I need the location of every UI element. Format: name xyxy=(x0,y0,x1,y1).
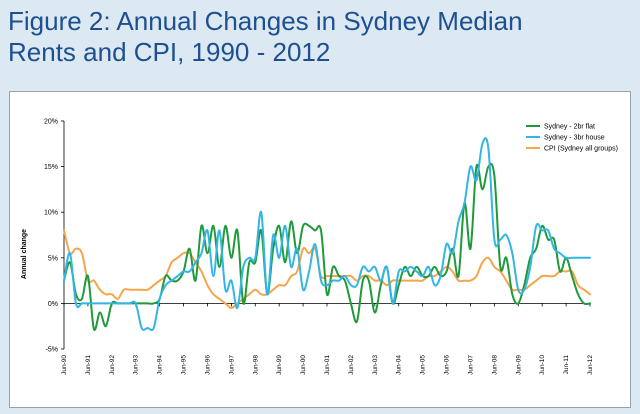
x-tick-label: Jun-90 xyxy=(61,355,68,375)
y-tick-label: -5% xyxy=(46,347,58,354)
x-tick-label: Jun-92 xyxy=(109,355,116,375)
title-line-1: Figure 2: Annual Changes in Sydney Media… xyxy=(8,6,523,36)
x-tick-label: Jun-96 xyxy=(204,355,211,375)
y-tick-label: 15% xyxy=(44,164,58,171)
x-tick-label: Jun-95 xyxy=(181,355,188,375)
legend-label: CPI (Sydney all groups) xyxy=(544,146,618,153)
x-tick-label: Jun-91 xyxy=(85,355,92,375)
x-tick-label: Jun-98 xyxy=(252,355,259,375)
series-line-cpi-sydney-all-groups xyxy=(63,229,591,309)
series-line-sydney-2br-flat xyxy=(63,163,591,331)
legend-label: Sydney - 3br house xyxy=(544,135,605,142)
x-tick-label: Jun-02 xyxy=(348,355,355,375)
x-tick-label: Jun-01 xyxy=(324,355,331,375)
page-title: Figure 2: Annual Changes in Sydney Media… xyxy=(8,6,628,68)
x-tick-label: Jun-93 xyxy=(133,355,140,375)
y-tick-label: 0% xyxy=(48,301,58,308)
x-tick-label: Jun-04 xyxy=(396,355,403,375)
x-tick-label: Jun-07 xyxy=(467,355,474,375)
x-tick-label: Jun-94 xyxy=(157,355,164,375)
x-tick-label: Jun-11 xyxy=(563,355,570,375)
x-tick-label: Jun-05 xyxy=(420,355,427,375)
series-line-sydney-3br-house xyxy=(63,137,591,332)
chart-frame: 20% 15% 10% 5% 0% -5% Jun-90 Jun-91 Jun-92 Jun-93… xyxy=(9,91,631,408)
x-tick-label: Jun-10 xyxy=(539,355,546,375)
y-tick-label: 20% xyxy=(44,119,58,126)
y-tick-label: 5% xyxy=(48,255,58,262)
x-tick-label: Jun-12 xyxy=(587,355,594,375)
x-tick-label: Jun-08 xyxy=(491,355,498,375)
x-tick-label: Jun-97 xyxy=(228,355,235,375)
x-tick-label: Jun-99 xyxy=(276,355,283,375)
legend-label: Sydney - 2br flat xyxy=(544,124,595,131)
series-group xyxy=(63,137,591,332)
title-line-2: Rents and CPI, 1990 - 2012 xyxy=(8,37,331,67)
y-tick-label: 10% xyxy=(44,210,58,217)
legend: Sydney - 2br flat Sydney - 3br house CPI (… xyxy=(526,124,618,153)
x-tick-label: Jun-03 xyxy=(372,355,379,375)
x-tick-label: Jun-00 xyxy=(300,355,307,375)
x-tick-label: Jun-06 xyxy=(444,355,451,375)
line-chart: 20% 15% 10% 5% 0% -5%Jun-90 Jun-91 Jun-92 Jun-93… xyxy=(21,119,618,375)
axes: 20% 15% 10% 5% 0% -5%Jun-90 Jun-91 Jun-92 Jun-93… xyxy=(44,119,594,375)
y-axis-title: Annual change xyxy=(21,229,28,279)
x-tick-label: Jun-09 xyxy=(515,355,522,375)
